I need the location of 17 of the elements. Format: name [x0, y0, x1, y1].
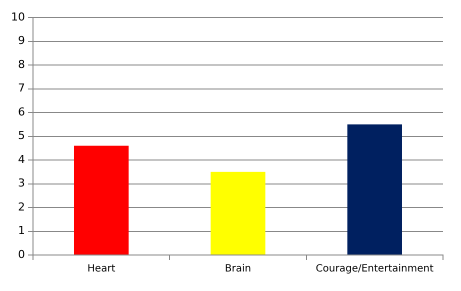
bar: [347, 124, 402, 254]
y-tick-label: 9: [18, 34, 25, 48]
x-tick-label: Brain: [224, 264, 252, 275]
y-tick-label: 4: [18, 152, 25, 166]
y-tick-label: 1: [18, 224, 25, 238]
x-tick-label: Courage/Entertainment: [316, 264, 434, 275]
y-tick-label: 7: [18, 82, 25, 95]
y-tick-label: 10: [10, 10, 25, 24]
y-tick-label: 6: [18, 105, 25, 118]
y-tick-label: 3: [18, 176, 25, 190]
y-tick-label: 2: [18, 200, 25, 214]
bar: [74, 146, 129, 254]
y-tick-label: 5: [18, 129, 25, 142]
bar: [210, 172, 266, 254]
y-tick-label: 8: [18, 58, 25, 71]
y-tick-label: 0: [18, 248, 25, 261]
x-tick-label: Heart: [87, 264, 116, 275]
